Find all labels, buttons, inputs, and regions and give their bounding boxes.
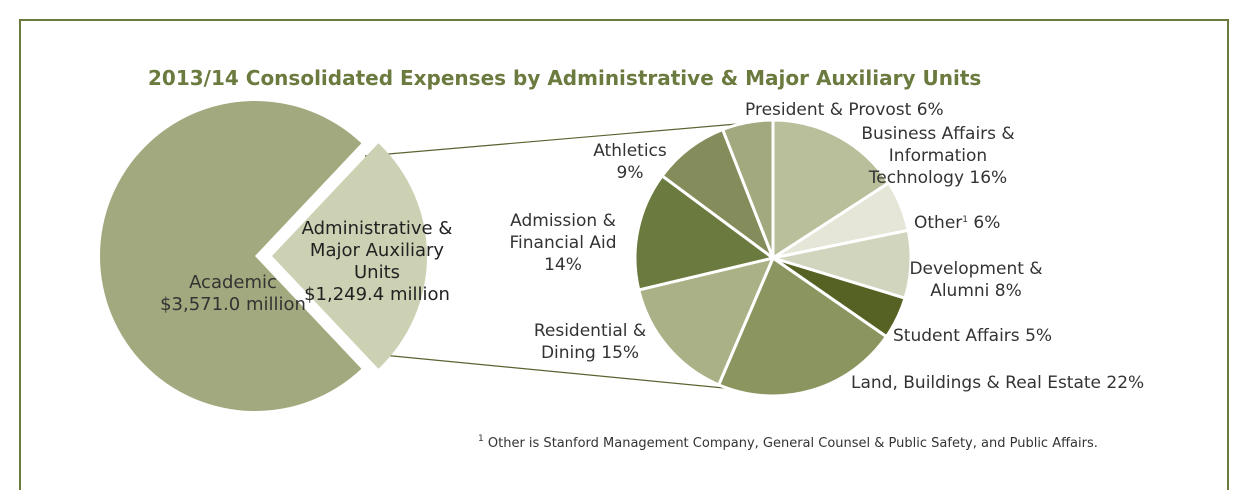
value-label: $3,571.0 million: [160, 294, 306, 315]
footnote: 1 Other is Stanford Management Company, …: [478, 434, 1098, 452]
value-label: 14%: [544, 255, 582, 275]
slice-label: Business Affairs & Information Technolog…: [848, 123, 1028, 189]
chart-title: 2013/14 Consolidated Expenses by Adminis…: [148, 66, 982, 90]
category-label: Business Affairs & Information Technolog…: [861, 124, 1015, 188]
slice-label: Academic $3,571.0 million: [143, 272, 323, 316]
connector: [364, 123, 738, 157]
category-label: Other: [914, 213, 963, 233]
value-label: 6%: [973, 213, 1001, 233]
category-label: Residential & Dining: [533, 321, 647, 363]
category-label: President & Provost: [745, 100, 912, 120]
slice-label: Residential & Dining 15%: [518, 320, 662, 364]
pie-slice: [633, 174, 775, 292]
pie-slice: [637, 256, 775, 387]
footnote-marker: 1: [478, 434, 484, 444]
value-label: 9%: [616, 163, 644, 183]
slice-label: President & Provost 6%: [745, 99, 944, 121]
footnote-text: Other is Stanford Management Company, Ge…: [487, 436, 1098, 451]
footnote-marker: 1: [962, 215, 969, 225]
value-label: 5%: [1025, 326, 1053, 346]
pie-slice: [717, 256, 888, 398]
category-label: Athletics: [593, 141, 667, 161]
value-label: 8%: [994, 281, 1022, 301]
pie-slice: [272, 143, 428, 369]
slice-label: Student Affairs 5%: [893, 325, 1052, 347]
category-label: Academic: [189, 272, 277, 293]
slice-label: Other1 6%: [914, 212, 1000, 234]
value-label: 16%: [969, 168, 1008, 188]
slice-label: Athletics 9%: [590, 140, 670, 184]
pie-slice: [721, 118, 775, 260]
connector: [371, 353, 756, 392]
value-label: 6%: [916, 100, 944, 120]
pie-slice: [100, 101, 362, 412]
category-label: Development & Alumni: [909, 259, 1043, 301]
pie-slice: [771, 118, 891, 260]
slice-label: Administrative & Major Auxiliary Units $…: [288, 218, 466, 306]
category-label: Student Affairs: [893, 326, 1020, 346]
category-label: Administrative & Major Auxiliary Units: [301, 218, 453, 283]
category-label: Admission & Financial Aid: [509, 211, 617, 253]
value-label: 15%: [601, 343, 640, 363]
frame: [19, 19, 1229, 490]
slice-label: Admission & Financial Aid 14%: [508, 210, 618, 276]
category-label: Land, Buildings & Real Estate: [851, 373, 1102, 393]
slice-label: Development & Alumni 8%: [900, 258, 1052, 302]
value-label: 22%: [1106, 373, 1145, 393]
slice-label: Land, Buildings & Real Estate 22%: [851, 372, 1144, 394]
value-label: $1,249.4 million: [304, 284, 450, 305]
